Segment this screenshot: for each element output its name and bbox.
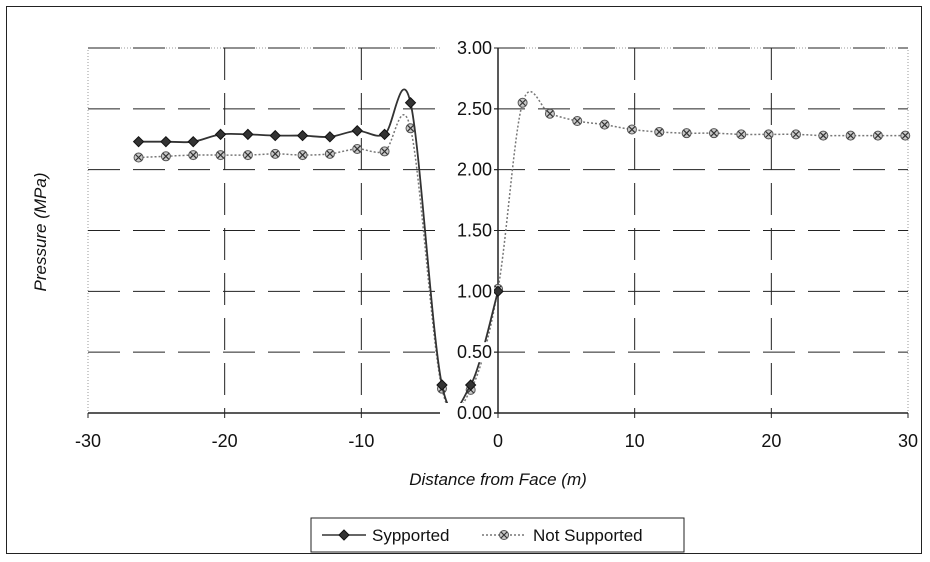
y-tick-label-bg-5 (440, 98, 494, 119)
legend-swatch-marker-1 (499, 530, 509, 540)
data-point-1-28 (900, 130, 911, 141)
data-point-0-0 (132, 135, 145, 148)
data-point-1-24 (790, 129, 801, 140)
legend-box (310, 517, 685, 553)
data-point-1-22 (736, 129, 747, 140)
data-point-0-8 (351, 125, 363, 137)
x-tick-label-4: 10 (625, 431, 645, 451)
data-point-0-10 (404, 97, 417, 109)
data-point-1-14 (517, 97, 528, 108)
data-point-1-10 (405, 123, 416, 134)
data-point-1-6 (297, 150, 308, 161)
y-tick-label-bg-2 (440, 281, 494, 302)
x-tick-label-2: -10 (348, 431, 374, 451)
legend-item-0: Sypported (322, 526, 450, 545)
data-point-1-9 (379, 146, 390, 157)
x-tick-label-6: 30 (898, 431, 918, 451)
data-point-0-3 (214, 128, 227, 141)
x-tick-label-5: 20 (761, 431, 781, 451)
data-point-1-16 (572, 116, 583, 126)
data-point-1-23 (763, 129, 774, 140)
x-axis-title: Distance from Face (m) (409, 470, 587, 489)
data-point-0-12 (464, 379, 477, 391)
data-point-1-1 (160, 151, 171, 162)
data-point-1-19 (654, 126, 665, 137)
data-point-1-21 (708, 128, 719, 139)
data-point-1-5 (270, 148, 281, 159)
legend-item-1: Not Supported (482, 526, 643, 545)
data-point-1-27 (872, 130, 883, 141)
x-tick-label-1: -20 (212, 431, 238, 451)
data-point-1-17 (599, 119, 610, 130)
data-point-0-13 (492, 285, 504, 298)
series-1 (133, 91, 911, 414)
data-point-1-0 (133, 152, 144, 163)
y-tick-label-bg-6 (440, 38, 494, 58)
y-tick-label-bg-0 (440, 403, 494, 423)
data-point-0-5 (269, 129, 281, 142)
y-tick-label-4: 2.00 (457, 160, 492, 180)
y-tick-label-bg-3 (440, 220, 494, 241)
legend-swatch-marker-0 (338, 529, 350, 541)
series-layer (132, 88, 911, 414)
data-point-0-7 (324, 131, 336, 143)
x-tick-label-0: -30 (75, 431, 101, 451)
legend-label-1: Not Supported (533, 526, 643, 545)
data-point-1-7 (324, 148, 335, 159)
data-point-1-26 (845, 130, 856, 141)
data-point-1-3 (215, 150, 226, 161)
legend: Sypported Not Supported (310, 517, 685, 553)
data-point-1-18 (626, 124, 637, 135)
y-tick-label-bg-1 (440, 342, 494, 363)
data-point-1-4 (242, 150, 253, 161)
data-point-0-6 (296, 129, 309, 142)
data-point-1-8 (352, 143, 363, 154)
x-tick-label-3: 0 (493, 431, 503, 451)
data-point-0-11 (436, 379, 448, 391)
legend-label-0: Sypported (372, 526, 450, 545)
data-point-0-4 (242, 128, 254, 141)
data-point-1-25 (818, 130, 829, 141)
y-axis-title: Pressure (MPa) (31, 172, 50, 291)
data-point-0-2 (187, 135, 199, 148)
data-point-1-20 (681, 128, 692, 139)
y-tick-label-2: 1.00 (457, 281, 492, 301)
y-tick-label-6: 3.00 (457, 38, 492, 58)
y-tick-label-1: 0.50 (457, 342, 492, 362)
y-tick-label-3: 1.50 (457, 221, 492, 241)
tick-labels: 0.00 0.50 1.00 1.50 2.00 2.50 3.00 -30 -20 -10 0 10… (75, 38, 918, 451)
data-point-0-1 (160, 135, 172, 148)
series-0 (132, 88, 504, 411)
y-tick-label-0: 0.00 (457, 403, 492, 423)
y-tick-label-bg-4 (440, 159, 494, 180)
data-point-1-15 (544, 108, 555, 119)
y-tick-label-5: 2.50 (457, 99, 492, 119)
data-point-0-9 (378, 128, 391, 141)
data-point-1-2 (188, 150, 199, 161)
